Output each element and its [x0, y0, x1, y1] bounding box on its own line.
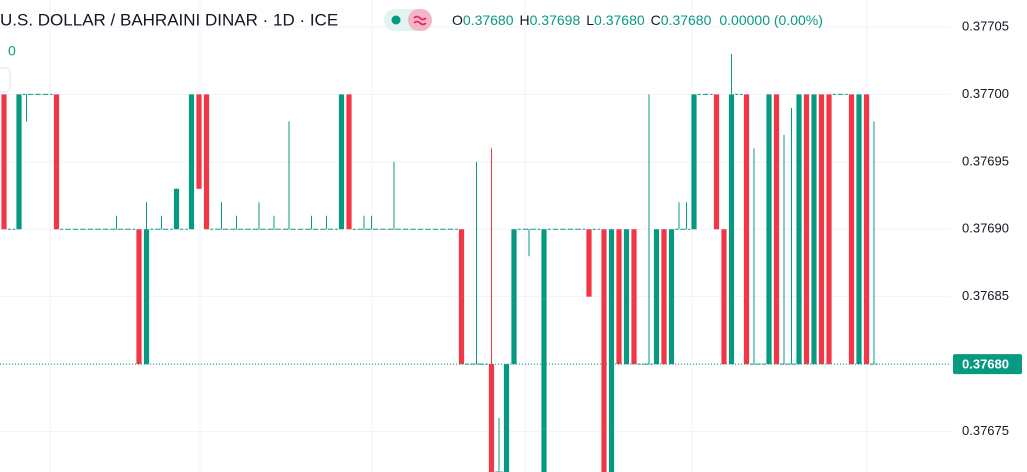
- last-price-label: 0.37680: [962, 357, 1009, 372]
- last-price-box: [953, 354, 1022, 375]
- candle-body: [811, 94, 817, 365]
- candle-body: [773, 94, 780, 365]
- y-tick-label: 0.37685: [962, 288, 1009, 303]
- candle-body: [848, 94, 855, 365]
- c-label: C: [651, 12, 661, 28]
- candle-body: [623, 229, 630, 365]
- delay-badge: [408, 9, 432, 31]
- candle-body: [503, 364, 510, 472]
- ohlc-header: O0.37680 H0.37698 L0.37680 C0.37680 0.00000 …: [452, 12, 823, 28]
- candle-body: [458, 229, 465, 365]
- candle-body: [136, 229, 142, 365]
- candle-body: [188, 94, 195, 230]
- candle-body: [691, 94, 697, 230]
- y-tick-label: 0.37705: [962, 18, 1009, 33]
- y-tick-label: 0.37690: [962, 221, 1009, 236]
- candle-body: [766, 94, 772, 365]
- c-value: 0.37680: [661, 12, 712, 28]
- panel-toggle[interactable]: [0, 67, 11, 93]
- candle-body: [16, 94, 22, 230]
- candle-body: [826, 94, 832, 365]
- candle-body: [586, 229, 592, 297]
- o-value: 0.37680: [463, 12, 514, 28]
- candle-body: [608, 229, 615, 472]
- candle-body: [856, 94, 862, 365]
- candle-body: [143, 229, 150, 365]
- delay-icon: [413, 15, 427, 26]
- plot: [0, 26, 950, 472]
- candle-body: [728, 94, 735, 365]
- candle-body: [53, 94, 60, 230]
- candle-body: [346, 94, 352, 230]
- candle-body: [616, 229, 622, 365]
- candle-body: [488, 364, 495, 472]
- change: 0.00000 (0.00%): [719, 12, 823, 28]
- candle-body: [803, 94, 810, 365]
- y-tick-label: 0.37675: [962, 423, 1009, 438]
- status-dot: [391, 15, 401, 25]
- candle-body: [203, 94, 210, 230]
- candle-body: [661, 229, 667, 365]
- candle-body: [338, 94, 345, 230]
- candle-body: [713, 94, 720, 230]
- h-label: H: [520, 12, 530, 28]
- candle-body: [721, 229, 727, 365]
- candle-body: [1, 94, 7, 230]
- candle-body: [196, 94, 202, 189]
- chart-title: U.S. DOLLAR / BAHRAINI DINAR · 1D · ICE: [0, 10, 338, 29]
- candle-body: [818, 94, 825, 365]
- candle-body: [541, 229, 547, 472]
- candle-body: [653, 229, 660, 365]
- l-value: 0.37680: [594, 12, 645, 28]
- l-label: L: [586, 12, 594, 28]
- o-label: O: [452, 12, 463, 28]
- candle-body: [511, 229, 517, 365]
- candle-body: [173, 188, 180, 230]
- y-tick-label: 0.37695: [962, 153, 1009, 168]
- candle-body: [631, 229, 637, 365]
- h-value: 0.37698: [530, 12, 581, 28]
- candle-body: [863, 94, 870, 365]
- y-tick-label: 0.37700: [962, 86, 1009, 101]
- candle-body: [668, 229, 675, 365]
- candle-body: [796, 94, 802, 365]
- candle-body: [601, 229, 607, 472]
- candle-body: [743, 94, 750, 365]
- subtitle: 0: [8, 43, 16, 59]
